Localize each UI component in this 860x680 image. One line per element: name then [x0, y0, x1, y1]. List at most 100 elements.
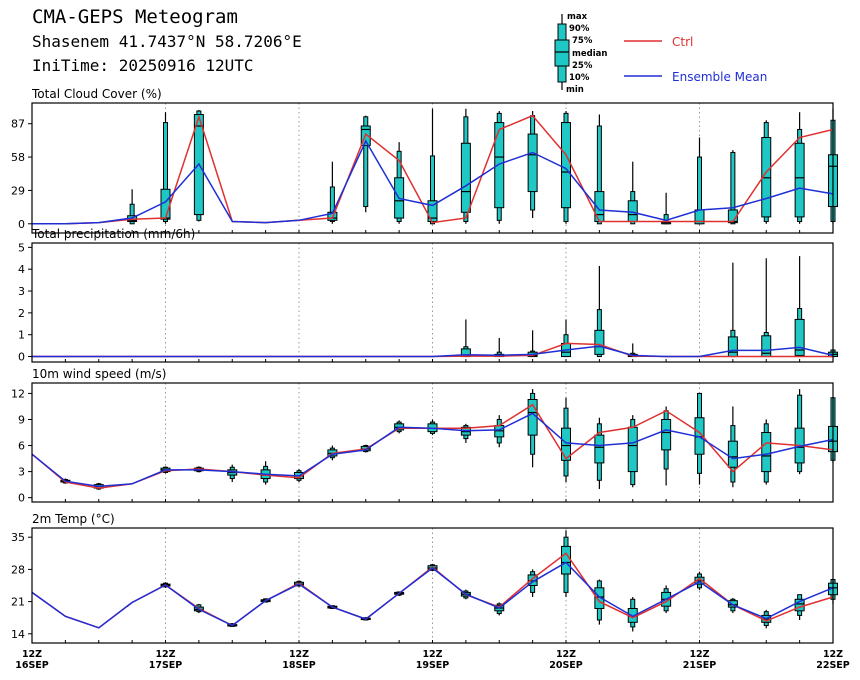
legend-box-label: 25% — [572, 61, 593, 71]
ctrl-line — [32, 114, 834, 225]
ensemble-box — [494, 415, 505, 448]
ensemble-box — [460, 423, 471, 443]
panel-frame — [31, 382, 834, 503]
panel-title: Total Cloud Cover (%) — [31, 87, 162, 101]
ensemble-box — [594, 265, 605, 358]
y-tick-label: 0 — [18, 492, 25, 505]
ensemble-box — [727, 262, 738, 358]
x-tick-label: 12Z — [289, 649, 309, 660]
panel-frame — [31, 527, 834, 644]
y-tick-label: 3 — [18, 466, 25, 479]
y-tick-label: 87 — [11, 118, 25, 131]
chart-legend: max 90% 75% median 25% 10% min Ctrl Ensemble Mea… — [554, 12, 767, 95]
box-inner — [527, 574, 538, 586]
x-axis: 12Z16SEP12Z17SEP12Z18SEP12Z19SEP12Z20SEP… — [15, 649, 850, 671]
panel-title: Total precipitation (mm/6h) — [31, 227, 195, 241]
y-tick-label: 35 — [11, 531, 25, 544]
ensemble-box — [227, 464, 238, 483]
box-inner — [594, 329, 605, 355]
x-tick-label: 16SEP — [15, 660, 49, 671]
box-outer — [596, 125, 602, 225]
box-inner — [761, 432, 772, 473]
box-outer — [730, 151, 736, 225]
x-tick-label: 18SEP — [282, 660, 316, 671]
box-inner — [527, 133, 538, 193]
box-inner — [561, 545, 571, 575]
box-outer — [363, 116, 369, 208]
ensemble-box — [427, 108, 438, 225]
legend-box-label: min — [566, 85, 584, 95]
y-tick-label: 1 — [18, 329, 25, 342]
legend-box-label: max — [567, 12, 588, 22]
legend-box-label: 90% — [569, 24, 590, 34]
box-inner — [794, 318, 805, 356]
mean-line — [31, 561, 834, 629]
mean-line — [31, 412, 834, 488]
box-inner — [494, 122, 505, 209]
ensemble-box — [360, 115, 371, 213]
y-tick-label: 3 — [18, 285, 25, 298]
x-tick-label: 22SEP — [816, 660, 850, 671]
mean-line — [32, 345, 834, 358]
x-tick-label: 12Z — [422, 649, 442, 660]
ensemble-box — [794, 389, 805, 475]
ensemble-box — [627, 161, 638, 225]
y-tick-label: 6 — [18, 440, 25, 453]
y-tick-label: 58 — [11, 151, 25, 164]
chart-panel: Total precipitation (mm/6h) 0 1 2 3 4 5 — [18, 227, 838, 364]
ensemble-box — [494, 337, 505, 358]
box-inner — [594, 434, 605, 464]
legend-ctrl-label: Ctrl — [672, 35, 693, 49]
ensemble-box — [761, 258, 772, 358]
panel-frame — [31, 102, 834, 234]
ensemble-box — [527, 111, 538, 219]
box-inner — [561, 427, 571, 461]
y-tick-label: 0 — [18, 351, 25, 364]
legend-box-label: 10% — [569, 73, 590, 83]
x-tick-label: 12Z — [155, 649, 175, 660]
ensemble-box — [460, 319, 471, 358]
legend-box-label: median — [572, 49, 607, 59]
x-tick-label: 20SEP — [549, 660, 583, 671]
box-inner — [727, 209, 738, 224]
ensemble-box — [427, 419, 438, 436]
ensemble-box — [394, 142, 405, 224]
ensemble-box — [260, 461, 271, 485]
panel-title: 10m wind speed (m/s) — [32, 367, 166, 381]
ensemble-box — [160, 112, 171, 224]
x-tick-label: 12Z — [22, 649, 42, 660]
box-outer — [129, 203, 135, 225]
x-tick-label: 19SEP — [416, 660, 450, 671]
panel-title: 2m Temp (°C) — [32, 512, 115, 526]
ensemble-box — [527, 389, 538, 468]
y-tick-label: 29 — [11, 184, 25, 197]
y-tick-label: 5 — [18, 241, 25, 254]
ensemble-box — [794, 256, 805, 358]
box-inner — [794, 142, 805, 218]
box-inner — [727, 440, 738, 468]
box-inner — [661, 418, 672, 451]
y-tick-label: 2 — [18, 307, 25, 320]
ensemble-box — [661, 406, 672, 486]
box-inner — [627, 426, 638, 473]
ensemble-box — [527, 330, 538, 358]
location-label: Shasenem 41.7437°N 58.7206°E — [32, 32, 302, 51]
chart-panel: 10m wind speed (m/s) 0 3 6 9 12 — [11, 367, 838, 505]
box-inner — [594, 587, 605, 609]
mean-line — [32, 139, 834, 225]
page-title: CMA-GEPS Meteogram — [32, 6, 238, 28]
panel-frame — [31, 242, 834, 363]
box-inner — [627, 200, 638, 222]
legend-box-inner — [554, 39, 570, 67]
box-outer — [163, 122, 168, 222]
ensemble-box — [460, 108, 471, 224]
ensemble-box — [794, 112, 805, 224]
y-tick-label: 9 — [18, 413, 25, 426]
y-tick-label: 14 — [11, 628, 25, 641]
x-tick-label: 12Z — [689, 649, 709, 660]
x-tick-label: 12Z — [823, 649, 843, 660]
legend-box-label: 75% — [572, 36, 593, 46]
box-outer — [430, 155, 435, 225]
